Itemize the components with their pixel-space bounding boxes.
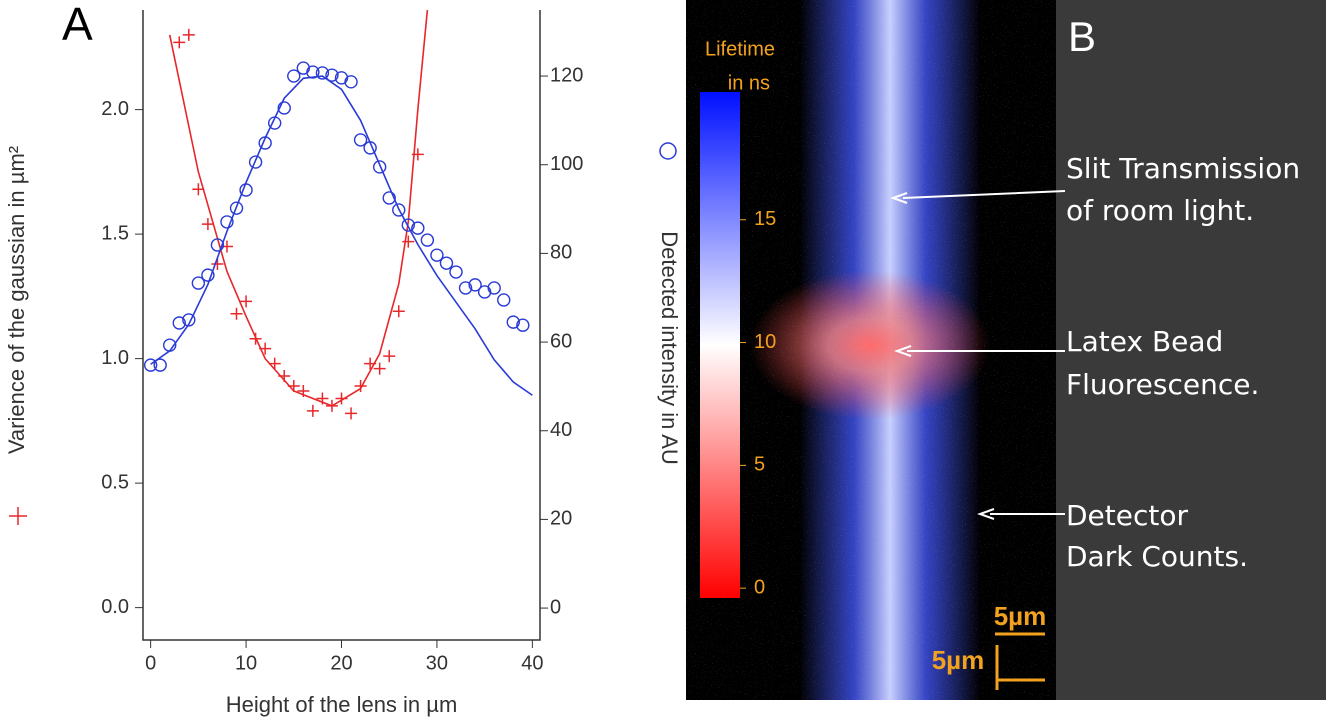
point (449, 265, 463, 279)
colorbar-tick-label: 0 (754, 576, 765, 598)
fit-line (150, 75, 533, 396)
point (201, 218, 214, 231)
point (497, 293, 511, 307)
colorbar (700, 92, 740, 598)
point (325, 68, 339, 82)
annotation-text: Slit Transmission (1066, 152, 1300, 185)
point (353, 133, 368, 147)
scale-bar-label: 5µm (994, 601, 1047, 631)
point (240, 295, 253, 308)
point (306, 65, 320, 79)
panel-b: B Lifetime in ns 0 5 10 15 Slit Transmission of … (686, 0, 1326, 700)
y-tick-label: 0.0 (101, 596, 129, 618)
point (277, 101, 291, 115)
y2-tick-label: 0 (550, 596, 561, 618)
fit-line (168, 9, 429, 407)
point (192, 183, 205, 196)
y-axis-label: Varience of the gaussian in µm² (4, 146, 29, 454)
point (210, 238, 225, 252)
y2-axis-label: Detected intensity in AU (657, 231, 682, 465)
x-tick-label: 20 (330, 652, 352, 674)
point (487, 281, 501, 295)
point (229, 201, 244, 215)
point (220, 215, 234, 229)
y2-tick-label: 100 (550, 153, 583, 175)
point (182, 313, 196, 327)
annotation-arrow (977, 508, 1065, 520)
x-axis-label: Height of the lens in µm (226, 692, 458, 717)
y-tick-label: 1.0 (101, 347, 129, 369)
colorbar-label: Lifetime (705, 38, 775, 60)
axes-frame (142, 10, 541, 641)
annotation-arrow (890, 190, 1066, 204)
annotation-text: Fluorescence. (1066, 368, 1259, 401)
point (345, 407, 358, 420)
point (506, 315, 520, 329)
y2-tick-label: 80 (550, 242, 572, 264)
point (201, 268, 215, 282)
annotation-text: Detector (1066, 499, 1188, 532)
x-tick-label: 0 (145, 652, 156, 674)
x-tick-label: 40 (521, 652, 543, 674)
y-tick-label: 0.5 (101, 471, 129, 493)
point (458, 281, 473, 295)
scale-bar (995, 632, 1045, 690)
x-tick-label: 10 (235, 652, 257, 674)
y-tick-label: 1.5 (101, 222, 129, 244)
point (382, 191, 396, 205)
y-tick-label: 2.0 (101, 98, 129, 120)
annotation-text: Latex Bead (1066, 325, 1223, 358)
colorbar-tick-label: 5 (754, 454, 765, 476)
point (392, 305, 405, 318)
point (373, 362, 386, 375)
point (287, 69, 301, 83)
point (372, 160, 387, 174)
point (468, 278, 482, 292)
annotation-text: of room light. (1066, 194, 1254, 227)
annotation-panel (1056, 0, 1326, 700)
x-tick-label: 30 (426, 652, 448, 674)
panel-label: B (1068, 13, 1096, 60)
point (354, 380, 367, 393)
point (439, 256, 454, 270)
point (230, 307, 243, 320)
point (248, 155, 263, 169)
y2-tick-label: 40 (550, 419, 572, 441)
colorbar-tick-label: 15 (754, 208, 776, 230)
point (402, 235, 415, 248)
point (143, 358, 158, 372)
point (401, 218, 416, 232)
point (182, 28, 195, 41)
point (411, 221, 425, 235)
point (516, 318, 530, 332)
point (315, 66, 330, 80)
point (172, 316, 186, 330)
annotation-text: Dark Counts. (1066, 540, 1248, 573)
point (191, 276, 206, 290)
panel-label: A (62, 0, 93, 50)
y2-tick-label: 60 (550, 330, 572, 352)
y2-tick-label: 20 (550, 508, 572, 530)
colorbar-tick-label: 10 (754, 331, 776, 353)
point (268, 357, 281, 370)
scale-bar-label: 5µm (932, 645, 985, 675)
point (306, 404, 319, 417)
y-legend-marker (9, 507, 27, 525)
y2-tick-label: 120 (550, 64, 583, 86)
point (392, 203, 406, 217)
point (173, 36, 186, 49)
point (420, 233, 435, 247)
point (383, 350, 396, 363)
point (153, 358, 167, 372)
colorbar-label: in ns (728, 72, 770, 94)
point (430, 248, 444, 262)
annotation-arrow (894, 345, 1065, 357)
point (344, 75, 358, 89)
panel-a: A 0 10 20 30 40 0.0 0.5 1.0 1.5 2.0 0 20 40 60 80 100 120… (4, 0, 682, 717)
y2-legend-marker (659, 142, 677, 160)
